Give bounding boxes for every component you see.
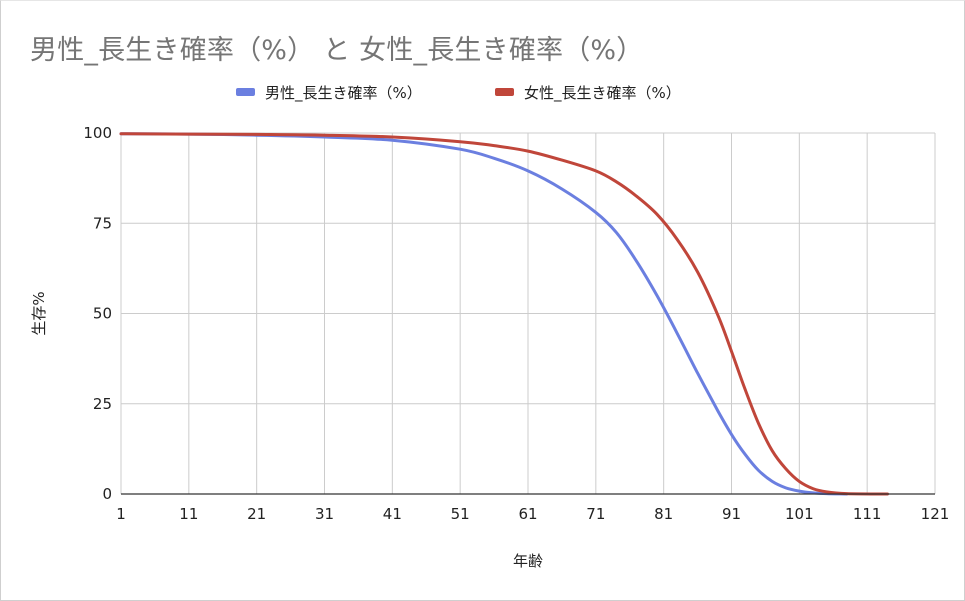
y-tick-label-100: 100 xyxy=(83,124,112,142)
legend-swatch-2 xyxy=(495,88,514,96)
x-tick-label-111: 111 xyxy=(853,505,882,523)
y-tick-label-50: 50 xyxy=(93,305,112,323)
x-tick-label-91: 91 xyxy=(722,505,741,523)
x-axis-ticks: 1 11 21 31 41 51 61 71 81 91 101 111 121 xyxy=(116,505,949,523)
series-line-2 xyxy=(119,132,889,496)
y-axis-ticks: 0 25 50 75 100 xyxy=(83,124,112,503)
x-tick-label-71: 71 xyxy=(586,505,605,523)
x-tick-label-51: 51 xyxy=(451,505,470,523)
y-tick-label-25: 25 xyxy=(93,395,112,413)
x-tick-label-121: 121 xyxy=(921,505,950,523)
legend: 男性_長生き確率（%） 女性_長生き確率（%） xyxy=(236,84,681,103)
series-line-1 xyxy=(119,132,849,496)
y-tick-label-75: 75 xyxy=(93,214,112,232)
series-lines xyxy=(119,132,889,496)
x-tick-label-31: 31 xyxy=(315,505,334,523)
x-tick-label-41: 41 xyxy=(383,505,402,523)
legend-label-1: 男性_長生き確率（%） xyxy=(265,84,422,103)
legend-swatch-1 xyxy=(236,88,255,96)
legend-label-2: 女性_長生き確率（%） xyxy=(524,84,681,103)
y-axis-title: 生存% xyxy=(30,291,48,335)
x-tick-label-1: 1 xyxy=(116,505,126,523)
x-tick-label-11: 11 xyxy=(179,505,198,523)
x-axis-title: 年齢 xyxy=(513,552,543,570)
x-tick-label-21: 21 xyxy=(247,505,266,523)
y-tick-label-0: 0 xyxy=(102,485,112,503)
chart-title: 男性_長生き確率（%） と 女性_長生き確率（%） xyxy=(30,35,644,66)
gridlines xyxy=(120,132,936,494)
x-tick-label-101: 101 xyxy=(785,505,814,523)
x-tick-label-61: 61 xyxy=(518,505,537,523)
x-tick-label-81: 81 xyxy=(654,505,673,523)
